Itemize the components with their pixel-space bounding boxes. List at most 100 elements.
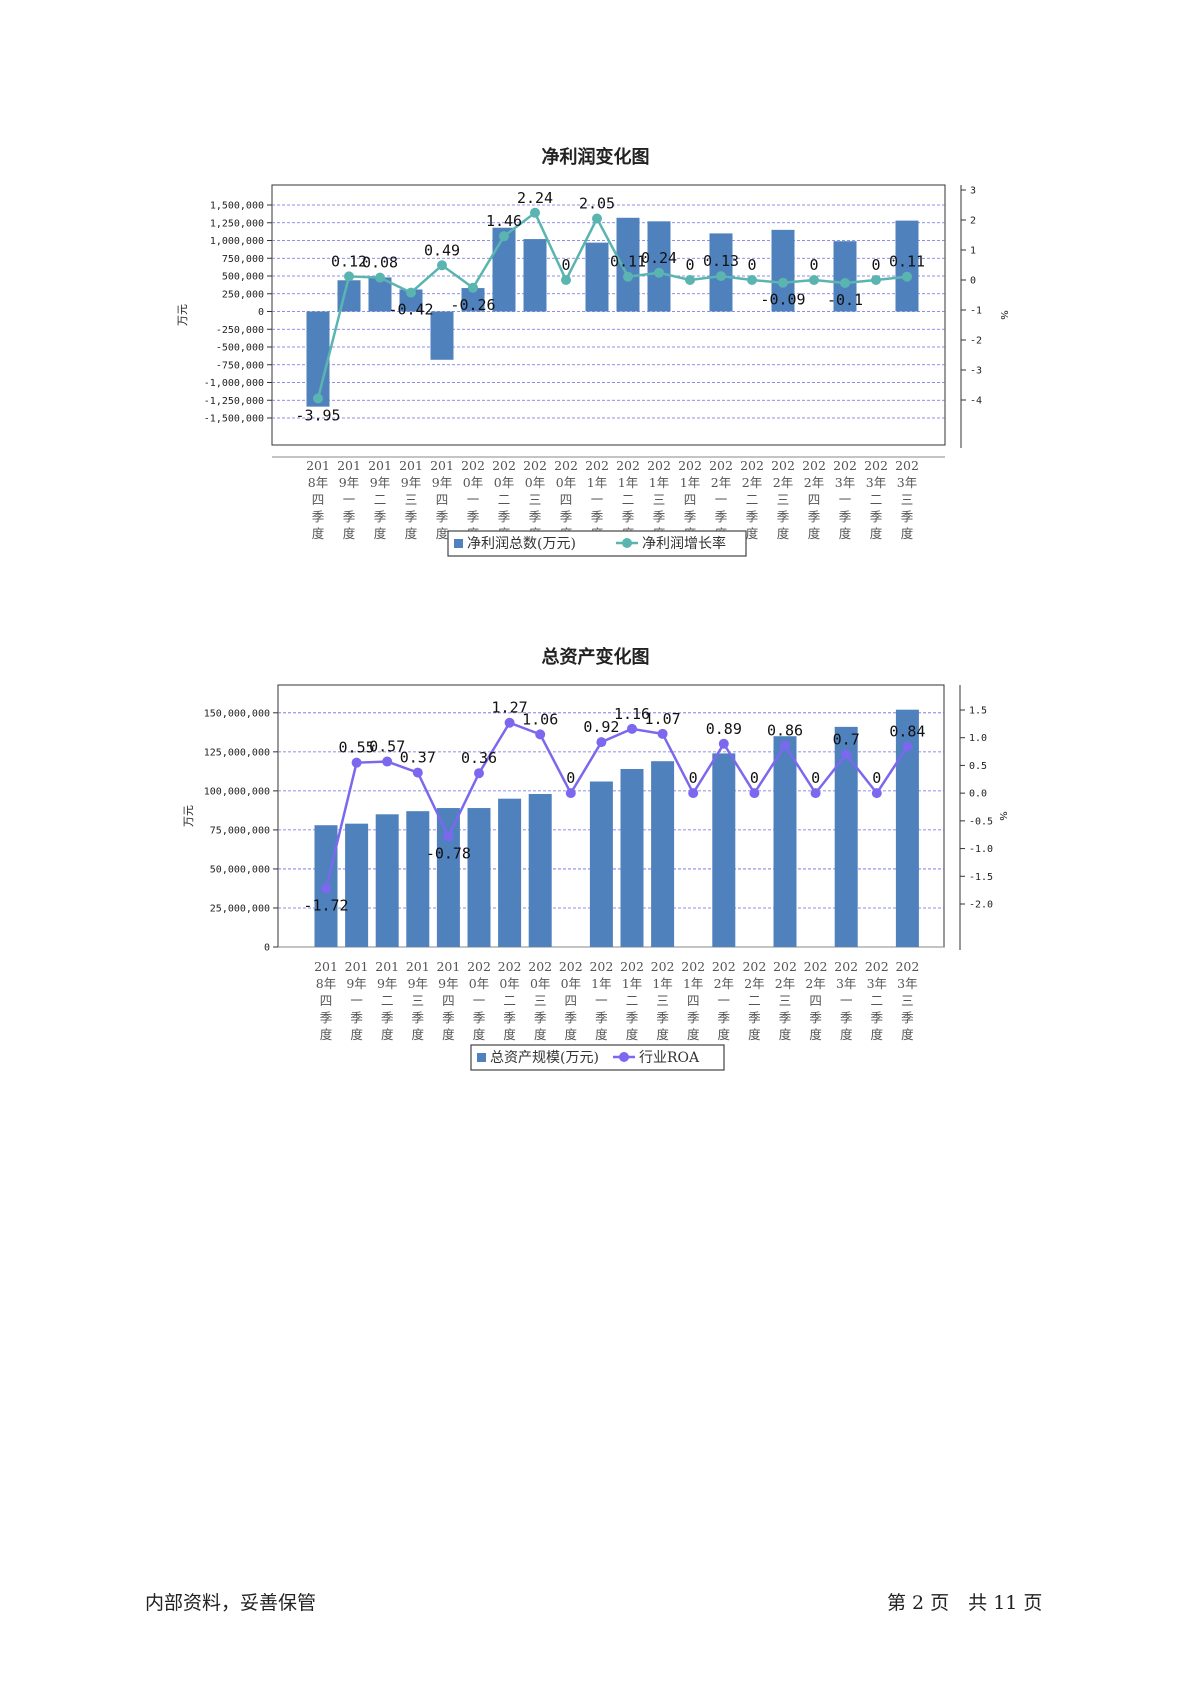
data-label: -0.1	[827, 291, 863, 309]
series-point	[657, 728, 668, 739]
y-tick-label: 750,000	[222, 254, 264, 265]
legend-bar-label: 总资产规模(万元)	[490, 1050, 599, 1066]
x-tick-label: 202 2年三季度	[771, 458, 795, 541]
x-tick-label: 202 3年一季度	[833, 458, 857, 541]
series-point	[871, 275, 881, 285]
x-tick-label: 201 9年一季度	[337, 458, 361, 541]
series-point	[382, 756, 393, 767]
bar	[771, 229, 795, 312]
bar	[523, 239, 547, 312]
y2-tick-label: 0.0	[969, 789, 987, 800]
y-tick-label: -1,500,000	[204, 414, 264, 425]
data-label: 0.08	[362, 254, 398, 272]
bar	[712, 753, 736, 947]
bar	[773, 736, 797, 947]
data-label: 1.27	[492, 699, 528, 717]
bar	[430, 311, 454, 360]
y-tick-label: 1,500,000	[210, 201, 264, 212]
legend-bar-label: 净利润总数(万元)	[467, 536, 576, 552]
series-line	[316, 210, 908, 399]
series-point	[840, 278, 850, 288]
bar	[467, 808, 491, 947]
x-tick-label: 202 2年二季度	[740, 458, 764, 541]
data-label: 0.37	[400, 749, 436, 767]
series-point	[902, 741, 913, 752]
series-point	[718, 738, 729, 749]
bar	[834, 726, 858, 947]
bar	[647, 221, 671, 312]
bar	[498, 798, 522, 947]
data-label: -0.78	[426, 844, 471, 862]
y2-tick-label: -1	[970, 306, 982, 317]
series-point	[443, 831, 454, 842]
y2-axis-unit: %	[998, 310, 1009, 320]
data-label: 0	[809, 256, 818, 274]
series-point	[530, 207, 540, 218]
assets-chart: 150,000,000 125,000,000 100,000,000 75,000,…	[182, 684, 1008, 1071]
netprofit-chart: 1,500,000 1,250,000 1,000,000 750,000 500,00…	[176, 184, 1009, 557]
data-label: 0	[811, 769, 820, 787]
y-tick-label: 25,000,000	[210, 903, 270, 914]
y2-tick-label: -0.5	[969, 816, 993, 827]
legend-bar-swatch	[477, 1053, 486, 1062]
y-tick-label: -250,000	[216, 325, 264, 336]
x-tick-label: 202 3年二季度	[864, 458, 888, 541]
series-point	[623, 271, 633, 282]
bar	[461, 288, 485, 312]
x-tick-label: 201 9年二季度	[375, 959, 399, 1042]
data-label: 0.86	[767, 721, 803, 739]
series-point	[749, 788, 760, 799]
y2-tick-label: -2.0	[969, 900, 993, 911]
bar	[620, 769, 644, 947]
series-point	[809, 275, 819, 285]
legend-line-marker	[619, 1052, 629, 1062]
y-axis-unit: 万元	[176, 304, 189, 326]
data-label: 0.57	[369, 738, 405, 756]
series-point	[716, 271, 726, 282]
data-label: 0	[685, 256, 694, 274]
x-tick-label: 202 3年三季度	[895, 458, 919, 541]
data-label: 0	[566, 769, 575, 787]
data-label: 0	[561, 256, 570, 274]
data-label: 1.46	[486, 212, 522, 230]
plot-area	[271, 184, 946, 446]
data-label: 0	[750, 769, 759, 787]
bar	[406, 811, 430, 947]
data-label: 0	[689, 769, 698, 787]
series-point	[561, 275, 571, 285]
data-label: 2.24	[517, 189, 553, 207]
series-point	[902, 271, 912, 282]
data-label: -0.42	[388, 301, 433, 319]
data-label: 0	[872, 769, 881, 787]
y2-tick-label: 0	[970, 276, 976, 287]
data-label: 0.7	[833, 730, 860, 748]
x-tick-label: 202 2年四季度	[804, 959, 828, 1042]
bar	[306, 311, 330, 407]
y-tick-label: -1,000,000	[204, 378, 264, 389]
x-tick-label: 201 9年三季度	[406, 959, 430, 1042]
y-tick-label: 0	[264, 943, 270, 954]
y-tick-label: 50,000,000	[210, 864, 270, 875]
series-point	[499, 231, 509, 242]
y-tick-label: 250,000	[222, 289, 264, 300]
x-tick-label: 201 9年三季度	[399, 458, 423, 541]
y2-tick-label: 1.5	[969, 706, 987, 717]
data-label: 0.12	[331, 252, 367, 270]
legend-box	[470, 1044, 725, 1071]
series-point	[627, 723, 637, 734]
data-label: 0.55	[339, 739, 375, 757]
series-point	[504, 717, 515, 728]
series-point	[810, 788, 821, 799]
y-tick-label: 1,250,000	[210, 218, 264, 229]
data-label: 0.13	[703, 252, 739, 270]
bar	[368, 277, 392, 312]
chart-title-netprofit: 净利润变化图	[541, 147, 650, 168]
data-label: 0.84	[889, 723, 925, 741]
